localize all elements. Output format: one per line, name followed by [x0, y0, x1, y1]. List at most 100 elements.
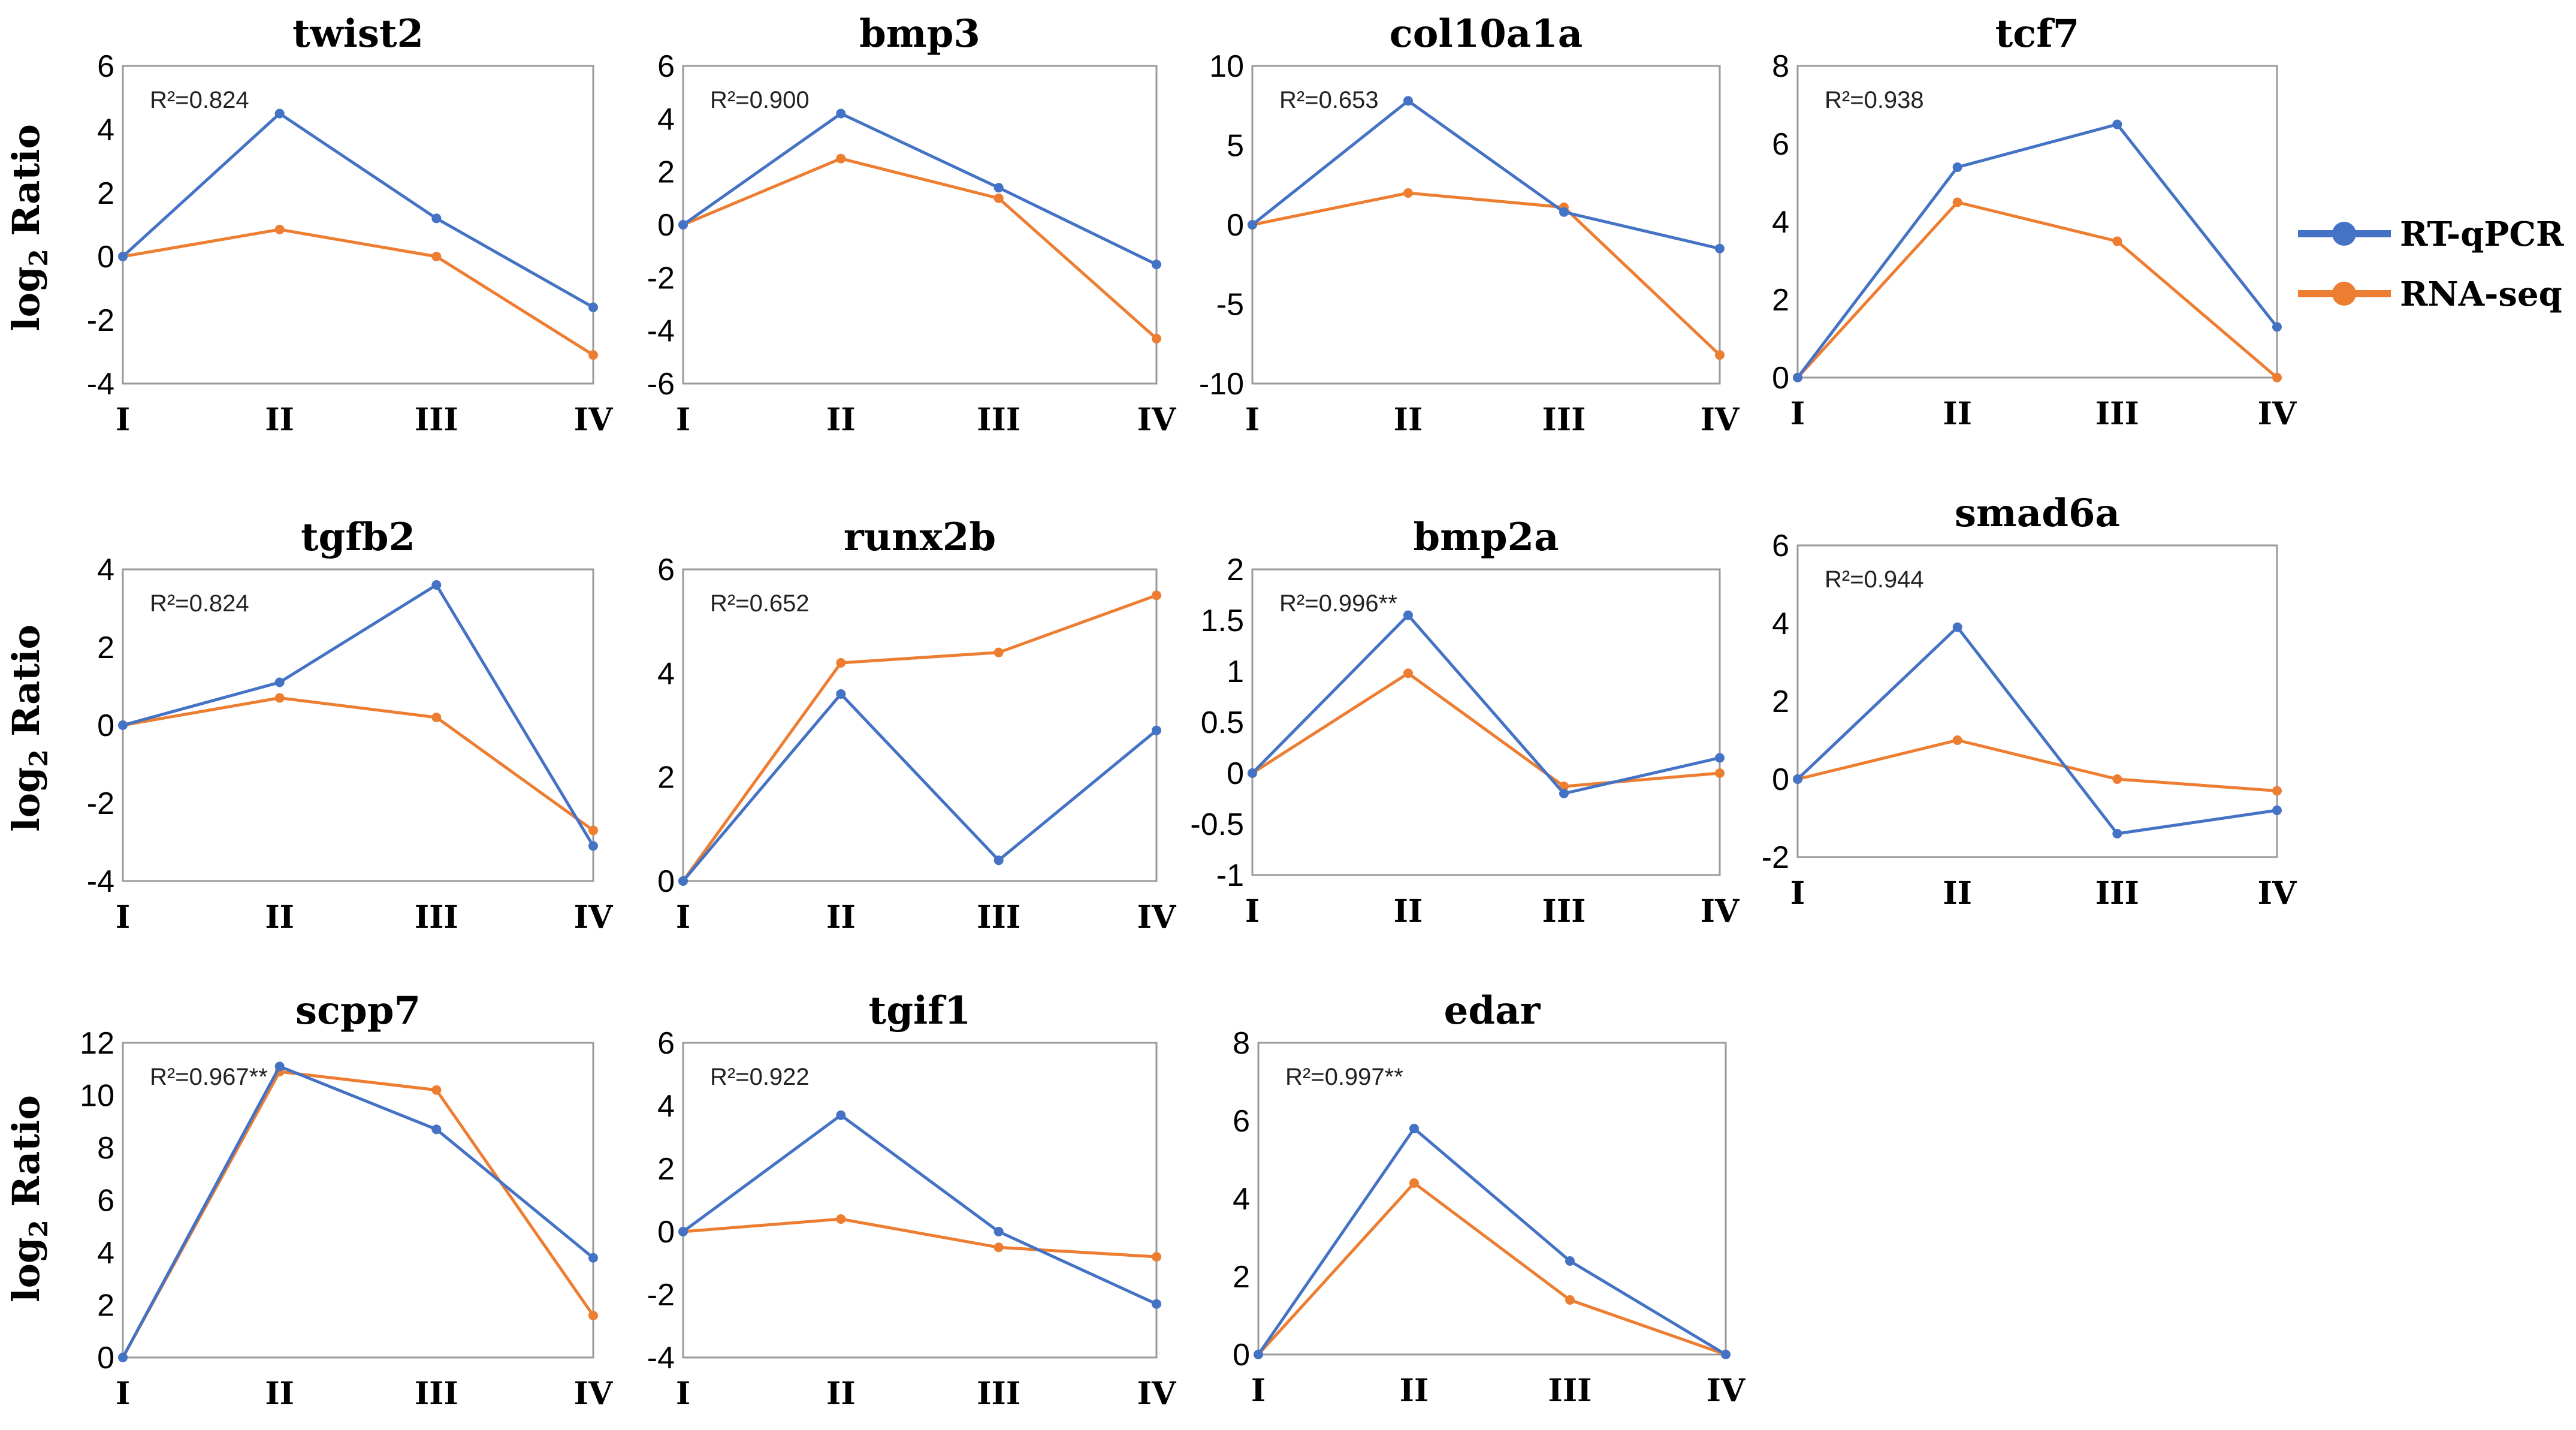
chart-col10a1a-rna-seq-line	[1252, 191, 1721, 357]
chart-twist2-rt-qpcr-point	[588, 302, 598, 312]
y-axis-label-base: 2	[24, 1220, 53, 1237]
chart-bmp3-rna-seq-point	[836, 153, 846, 164]
chart-col10a1a-xtick: III	[1542, 402, 1586, 438]
chart-scpp7-rna-seq-point	[588, 1311, 598, 1320]
chart-bmp3-ytick: 2	[657, 155, 675, 190]
chart-tgfb2-ytick: -4	[87, 864, 114, 899]
chart-scpp7-ytick: 10	[80, 1079, 114, 1114]
chart-scpp7-ytick: 0	[97, 1341, 114, 1375]
chart-twist2-rt-qpcr-line	[122, 112, 594, 309]
chart-scpp7-xtick: IV	[574, 1375, 614, 1412]
chart-twist2-rna-seq-line	[122, 228, 594, 357]
chart-edar-xtick: IV	[1707, 1372, 1746, 1409]
chart-scpp7-xtick: III	[415, 1375, 458, 1412]
chart-twist2-ytick: 2	[97, 176, 114, 211]
chart-smad6a-rna-seq-point	[2112, 774, 2122, 784]
chart-tcf7-rna-seq-point	[2112, 236, 2122, 246]
chart-tgfb2-rt-qpcr-point	[588, 841, 598, 851]
chart-tgfb2-rna-seq-point	[431, 713, 442, 722]
chart-edar-rna-seq-point	[1409, 1178, 1419, 1188]
chart-runx2b-rna-seq-point	[836, 658, 846, 668]
chart-twist2-ytick: 0	[97, 240, 114, 274]
chart-runx2b-ytick: 6	[657, 553, 675, 587]
chart-bmp2a-ytick: 0	[1227, 756, 1244, 791]
chart-col10a1a-xtick: I	[1245, 402, 1260, 438]
chart-tgfb2-xtick: II	[265, 899, 294, 936]
chart-smad6a-title: smad6a	[1955, 491, 2120, 536]
chart-tgfb2-r2-annotation: R²=0.824	[150, 590, 249, 617]
chart-twist2-xtick: IV	[574, 402, 614, 438]
y-axis-label-ratio: Ratio	[4, 625, 48, 749]
chart-bmp3-ytick: 6	[657, 49, 675, 84]
chart-scpp7-ytick: 2	[97, 1289, 114, 1323]
chart-tcf7-rt-qpcr-line	[1796, 123, 2278, 379]
chart-edar-rt-qpcr-point	[1565, 1256, 1575, 1266]
chart-smad6a-ytick: -2	[1762, 840, 1789, 875]
chart-edar-ytick: 8	[1233, 1026, 1250, 1061]
chart-runx2b-xtick: IV	[1137, 899, 1177, 936]
chart-bmp3-ytick: -6	[647, 367, 675, 402]
chart-bmp3-xtick: I	[676, 402, 690, 438]
chart-col10a1a-plot-frame	[1251, 65, 1721, 385]
chart-tcf7-rt-qpcr-point	[2112, 119, 2122, 129]
chart-bmp3-rt-qpcr-point	[1152, 260, 1161, 270]
chart-col10a1a-ytick: 10	[1209, 49, 1244, 84]
chart-scpp7-rt-qpcr-point	[431, 1124, 442, 1135]
chart-tgfb2-ytick: 0	[97, 708, 114, 743]
chart-runx2b-plot-frame	[682, 568, 1158, 882]
chart-col10a1a-ytick: 0	[1227, 208, 1244, 243]
chart-tgfb2-plot-frame	[122, 568, 594, 882]
chart-edar-ytick: 6	[1233, 1104, 1250, 1139]
chart-tgfb2-rna-seq-line	[122, 696, 594, 832]
chart-scpp7-rt-qpcr-point	[118, 1353, 128, 1362]
chart-bmp3-rna-seq-point	[993, 193, 1004, 203]
chart-tcf7-rt-qpcr-point	[2272, 322, 2282, 332]
chart-bmp3-rt-qpcr-line	[682, 112, 1158, 266]
chart-smad6a-ytick: 2	[1772, 684, 1789, 719]
chart-scpp7-xtick: II	[265, 1375, 294, 1412]
chart-col10a1a-rt-qpcr-point	[1559, 207, 1569, 217]
chart-tcf7-rna-seq-point	[1952, 197, 1962, 207]
chart-col10a1a-ytick: -10	[1199, 367, 1244, 402]
chart-bmp2a-ytick: -1	[1216, 858, 1244, 893]
chart-runx2b-xtick: III	[977, 899, 1020, 936]
chart-edar-rt-qpcr-line	[1257, 1127, 1727, 1356]
chart-bmp2a-rna-seq-point	[1715, 768, 1725, 778]
chart-bmp3-xtick: II	[826, 402, 856, 438]
chart-tgfb2-rt-qpcr-point	[431, 580, 442, 590]
chart-tgif1-ytick: -4	[647, 1341, 675, 1375]
chart-tgif1-rna-seq-line	[682, 1217, 1157, 1259]
chart-col10a1a-rt-qpcr-point	[1403, 96, 1413, 106]
chart-twist2-ytick: -4	[87, 367, 114, 402]
legend-rt_qpcr-label: RT-qPCR	[2400, 215, 2564, 254]
chart-edar-ytick: 0	[1233, 1338, 1250, 1372]
legend: RT-qPCR RNA-seq	[2298, 215, 2564, 314]
chart-smad6a-rt-qpcr-line	[1796, 626, 2278, 835]
chart-edar-ytick: 4	[1233, 1182, 1250, 1217]
chart-bmp3-ytick: -2	[647, 261, 675, 295]
chart-smad6a-rt-qpcr-point	[1952, 622, 1962, 632]
chart-bmp3-plot-frame	[682, 65, 1158, 385]
chart-runx2b-ytick: 0	[657, 864, 675, 899]
chart-col10a1a-xtick: II	[1394, 402, 1423, 438]
chart-scpp7-rt-qpcr-point	[588, 1253, 598, 1263]
chart-smad6a-xtick: II	[1943, 875, 1972, 912]
chart-scpp7-ytick: 12	[80, 1026, 114, 1061]
chart-tgif1-xtick: II	[826, 1375, 856, 1412]
chart-edar-title: edar	[1444, 988, 1541, 1033]
chart-twist2-rna-seq-point	[274, 224, 285, 234]
chart-tgfb2-rna-seq-point	[588, 825, 598, 835]
chart-bmp3-ytick: 0	[657, 208, 675, 243]
chart-runx2b-ytick: 4	[657, 656, 675, 691]
chart-twist2-rt-qpcr-point	[274, 108, 285, 119]
chart-edar-rna-seq-line	[1257, 1181, 1726, 1356]
chart-tgfb2-ytick: 4	[97, 553, 114, 587]
chart-runx2b-r2-annotation: R²=0.652	[710, 590, 810, 617]
chart-smad6a-rna-seq-line	[1797, 738, 2278, 792]
legend-rna_seq-label: RNA-seq	[2400, 274, 2562, 314]
chart-runx2b-ytick: 2	[657, 761, 675, 795]
